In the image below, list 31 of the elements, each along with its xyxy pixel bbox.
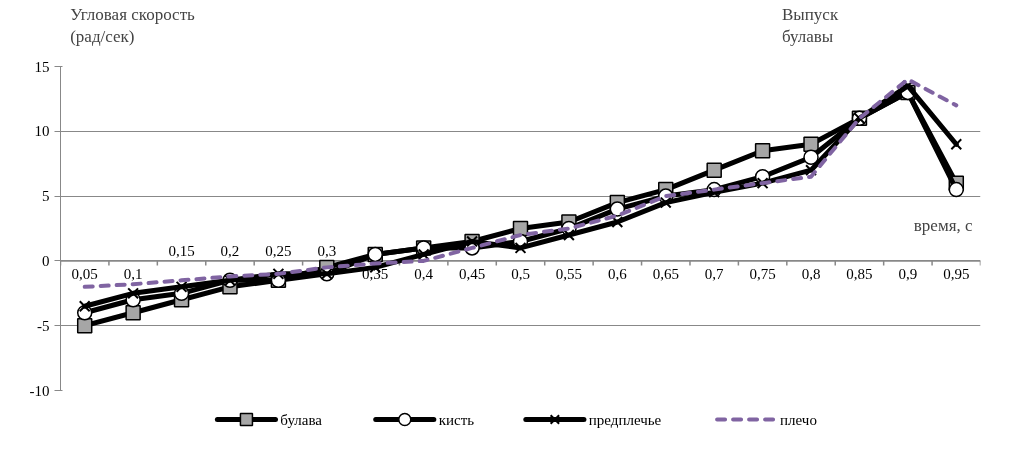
y-tick-label: 15	[34, 58, 50, 75]
x-tick-label: 0,25	[265, 242, 292, 259]
x-tick-label: 0,75	[749, 265, 776, 282]
x-tick-label: 0,05	[71, 265, 98, 282]
x-tick-label: 0,8	[801, 265, 821, 282]
x-axis-title: время, с	[913, 215, 973, 235]
legend-label: предплечье	[588, 411, 662, 428]
x-tick-label: 0,65	[652, 265, 679, 282]
y-axis-title: Угловая скорость (рад/сек)	[70, 4, 196, 47]
x-tick-label: 0,55	[555, 265, 583, 282]
text: Выпуск булавы	[781, 4, 839, 47]
x-tick-label: 0,6	[607, 265, 628, 282]
x-tick-label: 0,5	[511, 265, 530, 282]
x-tick-label: 0,2	[220, 242, 240, 259]
x-tick-label: 0,4	[414, 265, 434, 282]
x-tick-label: 0,15	[168, 242, 195, 259]
legend-label: кисть	[438, 411, 475, 428]
x-tick-label: 0,3	[317, 242, 337, 259]
y-tick-label: -5	[37, 317, 50, 334]
x-tick-label: 0,85	[846, 265, 873, 282]
y-tick-label: 0	[42, 252, 50, 269]
x-tick-label: 0,45	[458, 265, 486, 282]
x-tick-label: 0,1	[123, 265, 143, 282]
x-tick-label: 0,95	[943, 265, 970, 282]
y-tick-label: 10	[34, 123, 50, 140]
legend-label: плечо	[780, 411, 817, 428]
x-tick-label: 0,9	[898, 265, 918, 282]
x-tick-label: 0,7	[704, 265, 725, 282]
legend-label: булава	[280, 411, 323, 428]
y-tick-label: -10	[29, 382, 50, 399]
y-tick-label: 5	[42, 188, 50, 205]
